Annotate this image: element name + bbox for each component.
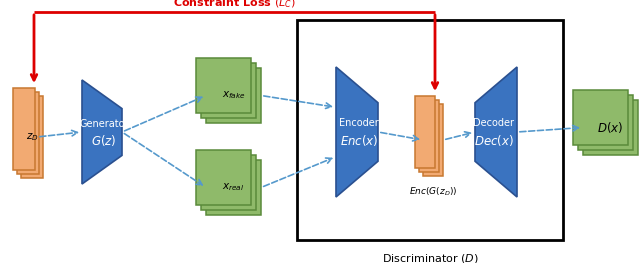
Text: $D(x)$: $D(x)$	[597, 120, 623, 135]
Polygon shape	[475, 67, 517, 197]
Text: $z_D$: $z_D$	[26, 131, 38, 143]
Bar	[13, 88, 35, 170]
Bar	[17, 92, 39, 174]
Text: Generator: Generator	[79, 119, 129, 129]
Bar	[201, 63, 256, 118]
Text: Decoder: Decoder	[474, 118, 515, 128]
Bar	[297, 20, 563, 240]
Text: $G(z)$: $G(z)$	[92, 134, 116, 149]
Text: Encoder: Encoder	[339, 118, 379, 128]
Text: Discriminator $(D)$: Discriminator $(D)$	[381, 252, 478, 263]
Text: $Dec(x)$: $Dec(x)$	[474, 134, 514, 149]
Bar	[415, 96, 435, 168]
Text: $x_{real}$: $x_{real}$	[222, 181, 244, 193]
Bar	[196, 150, 251, 205]
Text: $x_{fake}$: $x_{fake}$	[221, 90, 245, 102]
Polygon shape	[336, 67, 378, 197]
Bar	[206, 160, 261, 215]
Bar	[573, 90, 628, 145]
Text: Constraint Loss $(L_C)$: Constraint Loss $(L_C)$	[173, 0, 296, 10]
Bar	[419, 100, 439, 172]
Bar	[206, 68, 261, 123]
Bar	[196, 58, 251, 113]
Bar	[21, 96, 43, 178]
Bar	[583, 100, 638, 155]
Text: $Enc(x)$: $Enc(x)$	[340, 134, 378, 149]
Bar	[423, 104, 443, 176]
Bar	[578, 95, 633, 150]
Bar	[201, 155, 256, 210]
Text: $Enc(G(z_D))$: $Enc(G(z_D))$	[409, 186, 457, 199]
Polygon shape	[82, 80, 122, 184]
